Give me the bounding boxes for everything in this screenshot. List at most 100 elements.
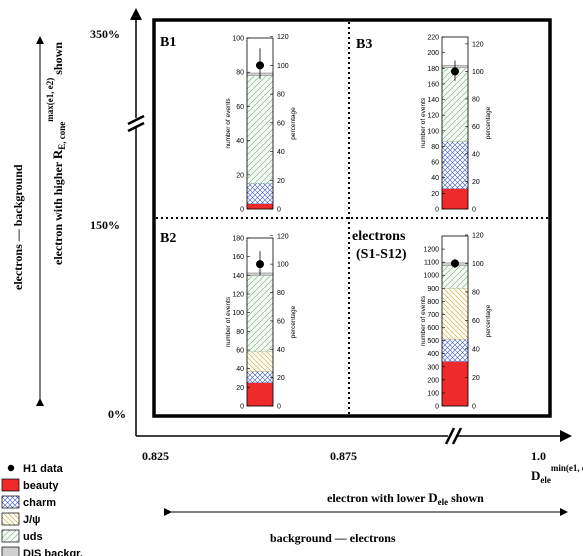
legend-swatch xyxy=(1,478,20,492)
left-tick-label: 20 xyxy=(236,172,244,179)
right-tick-label: 20 xyxy=(277,178,285,185)
stack-segment-uds xyxy=(246,75,274,184)
inset-frame xyxy=(246,37,274,210)
left-tick-label: 80 xyxy=(236,70,244,77)
left-tick-label: 140 xyxy=(427,97,439,104)
stack-segment-charm xyxy=(441,339,469,362)
inset-b3: 0 20 40 60 80 100 120 140 160 180 200 220 0 20 40 60 80 1… xyxy=(420,35,492,214)
legend-item-jpsi: J/ψ xyxy=(1,512,40,526)
inset-b1: 0 20 40 60 80 100 0 20 40 60 80 100 120 number of eve… xyxy=(225,34,297,213)
region-frame xyxy=(152,18,552,418)
left-tick-label: 200 xyxy=(427,50,439,57)
left-tick-label: 200 xyxy=(427,377,439,384)
left-tick-label: 900 xyxy=(427,286,439,293)
inset-left-axis-title: number of events xyxy=(420,97,427,148)
left-tick-label: 40 xyxy=(431,175,439,182)
inset-right-axis-title: percentage xyxy=(485,106,492,139)
legend-label: uds xyxy=(23,531,43,543)
inset-right-axis-title: percentage xyxy=(290,305,297,338)
stack-segment-beauty xyxy=(246,203,274,210)
data-point xyxy=(451,67,459,76)
left-tick-label: 220 xyxy=(427,35,439,42)
inset-frame xyxy=(441,36,469,210)
stack-segment-charm xyxy=(246,183,274,205)
right-tick-label: 120 xyxy=(277,233,289,240)
y-axis-break xyxy=(127,114,145,133)
inset-right-axis-title: percentage xyxy=(290,107,297,140)
right-tick-label: 80 xyxy=(277,290,285,297)
legend-label: beauty xyxy=(23,480,59,492)
right-tick-label: 120 xyxy=(277,34,289,41)
inset-right-axis-title: percentage xyxy=(485,304,492,337)
stack-segment-beauty xyxy=(441,361,469,407)
left-tick-label: 100 xyxy=(427,390,439,397)
main-axes xyxy=(127,8,572,445)
legend-item-marker: H1 data xyxy=(7,463,64,475)
left-tick-label: 800 xyxy=(427,299,439,306)
legend-item-uds: uds xyxy=(1,529,43,543)
inset-b2: 020406080100120140160180020406080100120n… xyxy=(225,233,297,410)
left-tick-label: 40 xyxy=(236,138,244,145)
stack-segment-uds xyxy=(441,265,469,289)
left-tick-label: 400 xyxy=(427,351,439,358)
right-tick-label: 0 xyxy=(472,207,476,214)
right-tick-label: 100 xyxy=(472,69,484,76)
x-direction-label: background — electrons xyxy=(270,531,396,545)
left-tick-label: 20 xyxy=(431,191,439,198)
left-tick-label: 20 xyxy=(236,385,244,392)
left-tick-label: 600 xyxy=(427,325,439,332)
inset-s1-s12: 0100200300400500600700800900100011001200… xyxy=(420,232,492,410)
stack-segment-beauty xyxy=(246,382,274,407)
legend-swatch xyxy=(1,495,20,509)
left-tick-label: 1000 xyxy=(423,273,439,280)
data-point xyxy=(451,259,459,268)
right-tick-label: 120 xyxy=(472,232,484,239)
y-axis-title: electron with higher RE, conemax(e1, e2)… xyxy=(45,42,67,265)
right-tick-label: 0 xyxy=(277,207,281,214)
left-tick-label: 80 xyxy=(236,329,244,336)
left-tick-label: 700 xyxy=(427,312,439,319)
x-axis-title: electron with lower Dele shown xyxy=(327,490,484,507)
left-tick-label: 60 xyxy=(431,160,439,167)
right-tick-label: 40 xyxy=(472,151,480,158)
legend-swatch xyxy=(1,546,20,556)
right-tick-label: 100 xyxy=(277,63,289,70)
x-tick-label: 1.0 xyxy=(531,449,546,463)
region-label-b2: B2 xyxy=(160,231,176,246)
left-tick-label: 160 xyxy=(427,81,439,88)
legend-label: charm xyxy=(23,497,56,509)
left-tick-label: 500 xyxy=(427,338,439,345)
stack-segment-charm xyxy=(441,141,469,189)
left-tick-label: 100 xyxy=(232,36,244,43)
data-point xyxy=(256,260,264,269)
right-tick-label: 120 xyxy=(472,41,484,48)
right-tick-label: 100 xyxy=(472,261,484,268)
stack-segment-uds xyxy=(246,275,274,353)
left-tick-label: 80 xyxy=(431,144,439,151)
right-tick-label: 40 xyxy=(277,149,285,156)
stack-segment-beauty xyxy=(441,188,469,210)
left-tick-label: 100 xyxy=(232,310,244,317)
left-tick-label: 180 xyxy=(427,66,439,73)
right-tick-label: 80 xyxy=(472,96,480,103)
right-tick-label: 60 xyxy=(277,318,285,325)
x-tick-label: 0.825 xyxy=(142,449,169,463)
left-tick-label: 0 xyxy=(240,207,244,214)
left-tick-label: 0 xyxy=(435,207,439,214)
y-tick-label: 150% xyxy=(90,218,120,232)
y-direction-label: electrons — background xyxy=(11,164,25,290)
left-tick-label: 60 xyxy=(236,104,244,111)
inset-left-axis-title: number of events xyxy=(225,296,232,347)
y-tick-label: 350% xyxy=(90,27,120,41)
right-tick-label: 40 xyxy=(472,346,480,353)
right-tick-label: 20 xyxy=(277,375,285,382)
legend-item-dis: DIS backgr. xyxy=(1,546,83,556)
right-tick-label: 80 xyxy=(277,92,285,99)
right-tick-label: 60 xyxy=(472,318,480,325)
right-tick-label: 60 xyxy=(277,120,285,127)
left-tick-label: 100 xyxy=(427,128,439,135)
legend-label: H1 data xyxy=(23,463,64,475)
right-tick-label: 20 xyxy=(472,179,480,186)
